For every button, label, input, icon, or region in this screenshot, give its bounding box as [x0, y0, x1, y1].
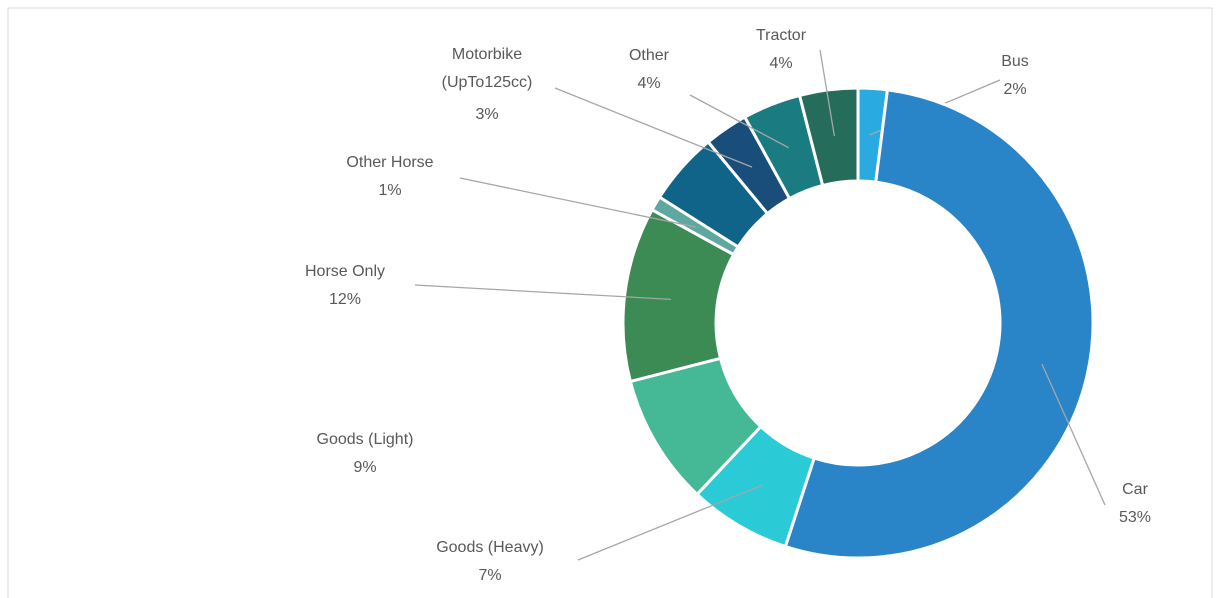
leader-line — [414, 284, 672, 301]
chart-border — [7, 7, 1213, 598]
leader-line — [554, 87, 753, 168]
category-label: Bus — [1001, 53, 1029, 70]
category-label: Other Horse — [346, 154, 433, 171]
value-label: 4% — [637, 75, 660, 92]
leader-line — [1041, 363, 1106, 506]
category-label: Horse Only — [305, 263, 385, 280]
value-label: 7% — [478, 567, 501, 584]
value-label: 12% — [329, 291, 361, 308]
leader-line — [689, 94, 789, 149]
donut-segment — [783, 88, 1095, 560]
value-label: 2% — [1003, 81, 1026, 98]
category-label: Other — [629, 47, 670, 64]
value-label: 1% — [378, 182, 401, 199]
value-label: 3% — [475, 106, 498, 123]
value-label: 9% — [353, 459, 376, 476]
leader-line — [819, 49, 836, 137]
value-label: 53% — [1119, 509, 1151, 526]
value-label: 4% — [769, 55, 792, 72]
leader-line — [459, 177, 696, 228]
category-label: Tractor — [756, 27, 807, 44]
leader-line — [577, 484, 763, 561]
category-label: Goods (Light) — [317, 431, 414, 448]
category-label: Motorbike (UpTo125cc) — [442, 46, 533, 91]
category-label: Car — [1122, 481, 1148, 498]
donut-segment — [797, 86, 860, 188]
category-label: Goods (Heavy) — [436, 539, 544, 556]
